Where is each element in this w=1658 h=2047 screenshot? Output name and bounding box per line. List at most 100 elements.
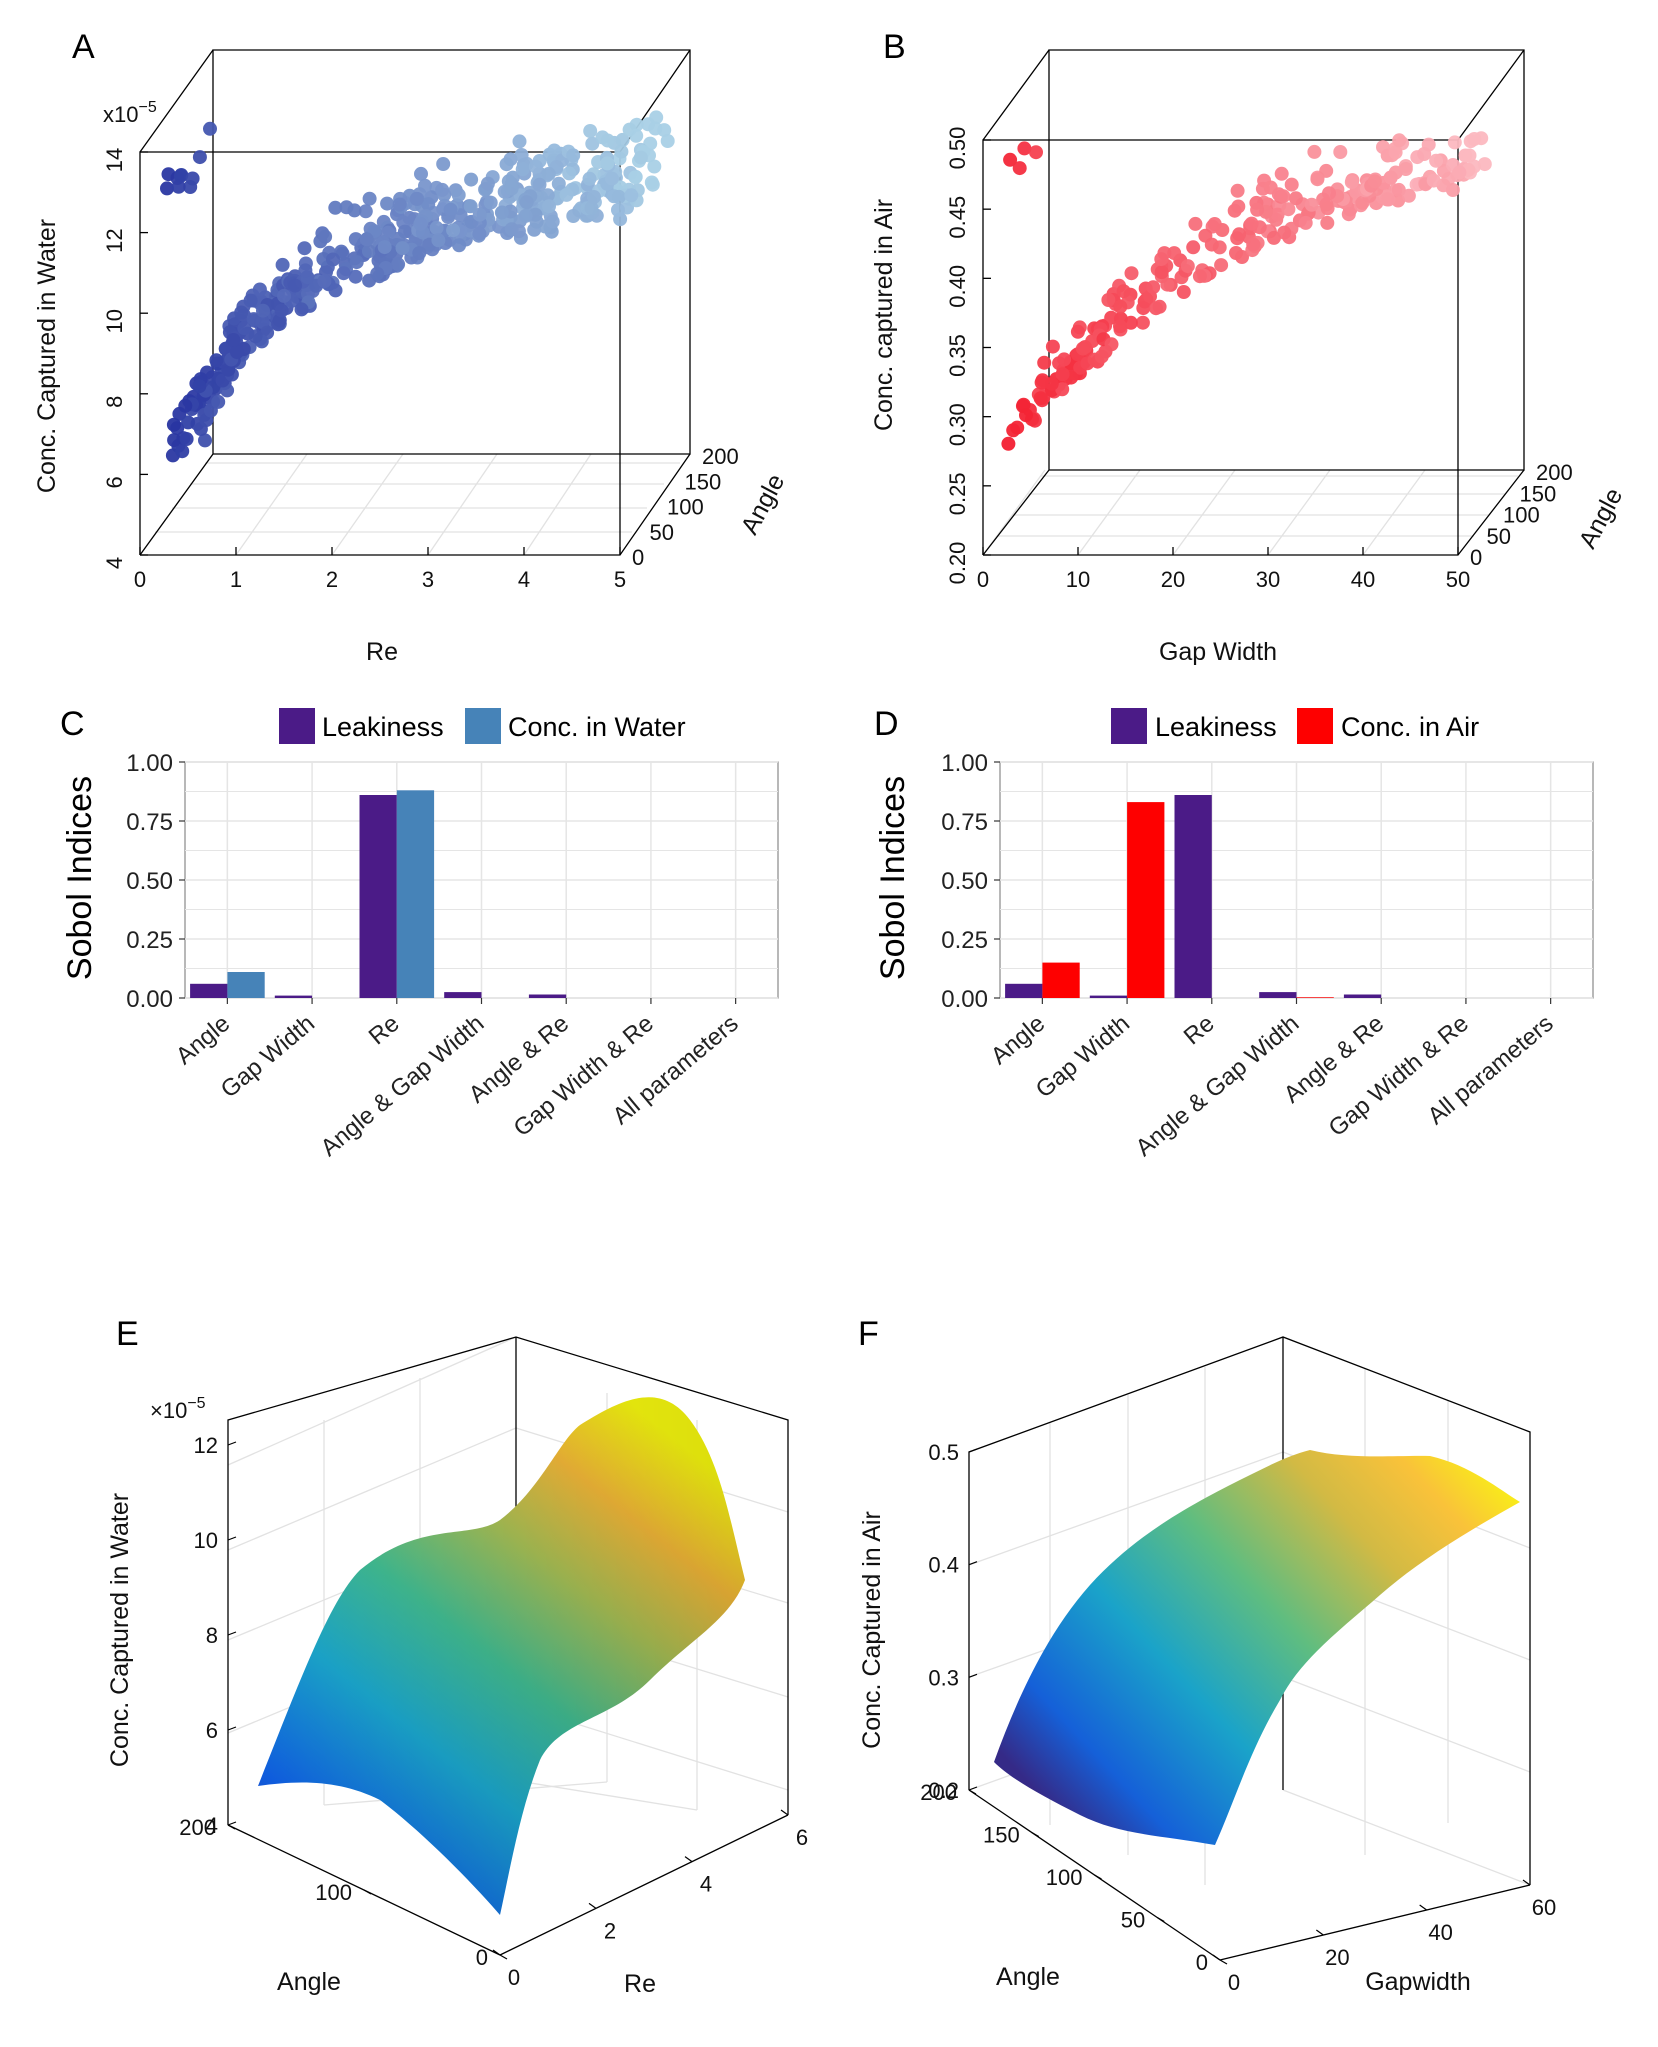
- data-point: [1344, 175, 1359, 190]
- data-point: [1176, 285, 1191, 299]
- x-tick-label: 50: [1446, 567, 1470, 592]
- panel-e-letter: E: [116, 1315, 139, 1353]
- data-point: [161, 167, 176, 182]
- data-point: [611, 203, 625, 217]
- data-point: [1355, 195, 1370, 210]
- data-point: [252, 282, 267, 297]
- y-tick-label: 0.75: [126, 809, 173, 836]
- data-point: [518, 208, 533, 223]
- data-point: [1231, 199, 1246, 214]
- data-point: [172, 406, 187, 421]
- z-tick-mark: [968, 1561, 978, 1566]
- x-tick-label: 4: [700, 1872, 712, 1897]
- y-tick-label: 1.00: [941, 750, 988, 777]
- data-point: [1214, 258, 1229, 273]
- z-tick-label: 6: [206, 1718, 218, 1743]
- y-tick-mark: [227, 1824, 236, 1830]
- data-point: [1381, 192, 1396, 207]
- y-tick-label: 100: [315, 1880, 352, 1905]
- bar-leakiness: [1259, 992, 1297, 998]
- x-tick-label: Re: [364, 1010, 405, 1050]
- data-point: [1113, 319, 1127, 334]
- data-point: [294, 302, 309, 317]
- bar-leakiness: [359, 795, 397, 998]
- data-point: [1298, 215, 1313, 230]
- x-tick-label: 5: [614, 567, 626, 592]
- z-tick-mark: [227, 1631, 237, 1636]
- data-point: [198, 433, 212, 448]
- data-point: [361, 244, 376, 259]
- data-point: [519, 195, 534, 210]
- data-point: [1266, 230, 1281, 245]
- data-point: [1388, 145, 1403, 160]
- z-tick-label: 12: [194, 1433, 218, 1458]
- y-tick-mark: [363, 1889, 372, 1895]
- data-point: [1307, 144, 1322, 159]
- data-point: [1192, 269, 1207, 284]
- x-tick-label: 0: [977, 567, 989, 592]
- data-point: [511, 224, 526, 239]
- data-point: [1376, 140, 1390, 155]
- y-tick-mark: [1094, 1874, 1102, 1880]
- data-point: [446, 223, 461, 238]
- panel-c-legend: Leakiness Conc. in Water: [279, 708, 686, 744]
- panel-b-x-label: Gap Width: [1159, 638, 1277, 666]
- data-point: [237, 321, 252, 336]
- data-point: [1281, 202, 1296, 217]
- bar-leakiness: [274, 995, 313, 998]
- panel-a-floor-grid: [139, 453, 680, 556]
- data-point: [160, 181, 174, 196]
- x-tick-label: 0: [134, 567, 146, 592]
- x-tick-label: Gap Width & Re: [1324, 1010, 1474, 1142]
- x-tick-label: 30: [1256, 567, 1280, 592]
- x-tick-label: 0: [508, 1965, 520, 1990]
- data-point: [326, 252, 340, 267]
- data-point: [362, 191, 377, 206]
- x-tick-mark: [1315, 1929, 1324, 1936]
- data-point: [243, 293, 258, 308]
- x-tick-mark: [588, 1902, 597, 1909]
- data-point: [1477, 157, 1492, 172]
- data-point: [1070, 324, 1085, 339]
- y-tick-mark: [1156, 1916, 1165, 1923]
- x-tick-label: Gap Width: [1031, 1010, 1135, 1104]
- data-point: [494, 205, 509, 220]
- panel-c-letter: C: [60, 705, 85, 743]
- data-point: [1452, 165, 1467, 180]
- y-tick-label: 0.00: [126, 986, 173, 1013]
- z-tick-mark: [968, 1448, 978, 1453]
- data-point: [1113, 299, 1128, 314]
- data-point: [370, 266, 385, 281]
- data-point: [414, 166, 428, 181]
- data-point: [1276, 189, 1291, 204]
- data-point: [582, 171, 597, 186]
- x-tick-label: 0: [1228, 1970, 1240, 1995]
- y-tick-label: 0.40: [945, 265, 970, 308]
- data-point: [328, 200, 343, 215]
- data-point: [209, 353, 224, 368]
- data-point: [1075, 341, 1090, 356]
- panel-f-surface-mesh: [994, 1450, 1520, 1845]
- panel-a-z-label: Angle: [736, 469, 791, 539]
- data-point: [647, 159, 662, 174]
- data-point: [566, 148, 581, 163]
- y-tick-mark: [968, 1789, 977, 1795]
- bar-leakiness: [528, 994, 567, 998]
- data-point: [275, 257, 290, 272]
- bar-leakiness: [1005, 983, 1043, 998]
- x-tick-label: Angle: [986, 1010, 1050, 1070]
- panel-b-scatter: B 0.20 0.25 0.30 0.35 0.40 0.45 0.50 0 10 20 30 40…: [870, 28, 1628, 666]
- data-point: [171, 179, 186, 194]
- panel-a-points: [160, 110, 675, 463]
- data-point: [1019, 408, 1033, 423]
- z-tick-mark: [227, 1821, 237, 1826]
- z-tick-label: 50: [1487, 524, 1511, 549]
- x-tick-mark: [684, 1856, 693, 1863]
- data-point: [234, 305, 249, 320]
- data-point: [472, 226, 487, 241]
- z-tick-label: 8: [206, 1623, 218, 1648]
- data-point: [585, 136, 600, 151]
- panel-d-legend-swatch-air: [1297, 708, 1333, 744]
- data-point: [1104, 337, 1119, 352]
- z-tick-label: 150: [1520, 481, 1557, 506]
